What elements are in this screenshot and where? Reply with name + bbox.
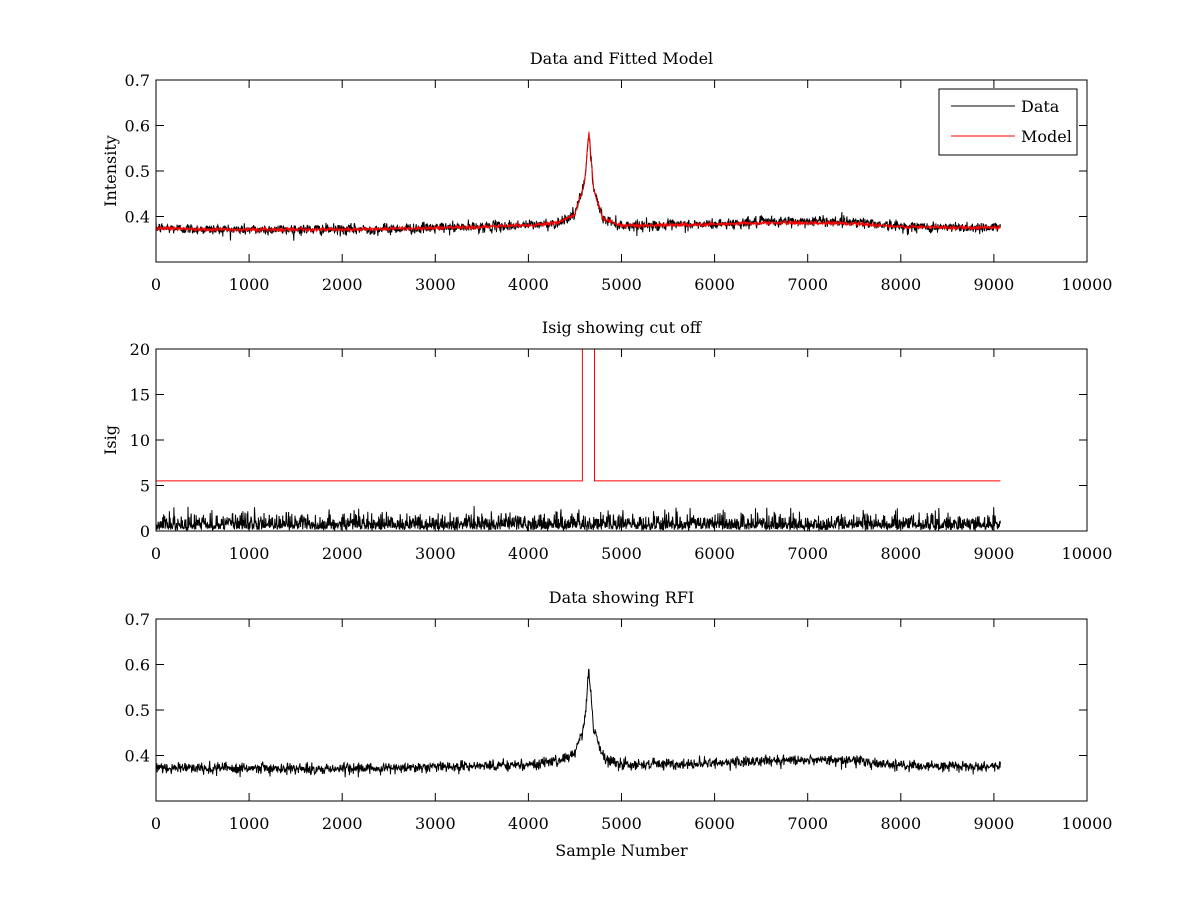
x-tick-label: 8000 [880, 544, 921, 563]
y-tick-label: 0.4 [125, 208, 150, 227]
series-line-1 [156, 349, 1001, 482]
x-tick-label: 0 [151, 814, 161, 833]
series-line-1 [156, 668, 1001, 778]
chart-title: Isig showing cut off [542, 318, 703, 337]
x-tick-label: 7000 [787, 814, 828, 833]
x-tick-label: 6000 [694, 814, 735, 833]
x-tick-label: 5000 [601, 275, 642, 294]
y-axis-label: Isig [101, 425, 120, 455]
x-tick-label: 5000 [601, 814, 642, 833]
x-tick-label: 6000 [694, 275, 735, 294]
x-tick-label: 9000 [974, 275, 1015, 294]
x-tick-label: 4000 [508, 544, 549, 563]
series-group [156, 349, 1001, 531]
y-tick-label: 0.4 [125, 747, 150, 766]
series-line-2 [156, 506, 1001, 531]
x-tick-label: 2000 [322, 814, 363, 833]
y-tick-label: 10 [130, 431, 150, 450]
x-tick-label: 9000 [974, 544, 1015, 563]
y-tick-label: 0.5 [125, 701, 150, 720]
x-tick-label: 10000 [1062, 275, 1113, 294]
x-tick-label: 10000 [1062, 544, 1113, 563]
series-model-line [156, 131, 1001, 234]
x-tick-label: 7000 [787, 544, 828, 563]
chart-panel-2: 0 1000 2000 3000 4000 5000 6000 7000 8000 9000 100… [101, 318, 1112, 563]
y-tick-label: 0.7 [125, 71, 150, 90]
legend-label-model: Model [1021, 127, 1072, 146]
x-tick-label: 1000 [229, 275, 270, 294]
x-tick-label: 6000 [694, 544, 735, 563]
x-tick-label: 3000 [415, 814, 456, 833]
x-tick-label: 10000 [1062, 814, 1113, 833]
chart-panel-3: 0 1000 2000 3000 4000 5000 6000 7000 8000 9000 100… [125, 588, 1113, 860]
x-tick-label: 0 [151, 544, 161, 563]
x-tick-label: 9000 [974, 814, 1015, 833]
x-tick-label: 7000 [787, 275, 828, 294]
y-tick-label: 5 [140, 477, 150, 496]
x-tick-label: 5000 [601, 544, 642, 563]
y-tick-label: 0 [140, 522, 150, 541]
chart-title: Data showing RFI [549, 588, 694, 607]
y-axis-label: Intensity [101, 135, 120, 207]
x-tick-label: 2000 [322, 544, 363, 563]
y-tick-label: 15 [130, 386, 150, 405]
x-tick-label: 4000 [508, 814, 549, 833]
y-tick-label: 0.6 [125, 117, 150, 136]
legend-box [938, 88, 1078, 156]
x-axis-label: Sample Number [555, 841, 688, 860]
series-group [156, 668, 1001, 778]
chart-title: Data and Fitted Model [530, 49, 713, 68]
x-tick-label: 0 [151, 275, 161, 294]
x-tick-label: 2000 [322, 275, 363, 294]
y-tick-label: 0.7 [125, 610, 150, 629]
x-tick-label: 8000 [880, 275, 921, 294]
x-tick-label: 1000 [229, 544, 270, 563]
x-tick-label: 1000 [229, 814, 270, 833]
x-tick-label: 3000 [415, 275, 456, 294]
series-group [156, 131, 1001, 241]
x-tick-label: 3000 [415, 544, 456, 563]
y-tick-label: 0.5 [125, 162, 150, 181]
x-tick-label: 4000 [508, 275, 549, 294]
legend-label-data: Data [1021, 97, 1060, 116]
legend: Data Model [938, 88, 1078, 156]
y-tick-label: 20 [130, 340, 150, 359]
y-tick-label: 0.6 [125, 656, 150, 675]
x-tick-label: 8000 [880, 814, 921, 833]
chart-panel-1: 0 1000 2000 3000 4000 5000 6000 7000 8000 9000 100… [101, 49, 1112, 294]
